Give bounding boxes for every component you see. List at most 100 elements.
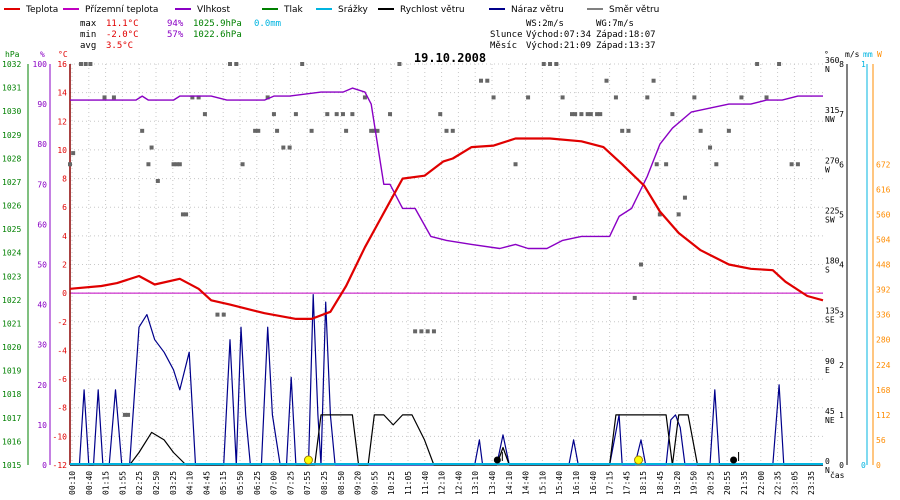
pressure-tick-label: 1018	[2, 390, 21, 399]
stat-avg-temp: 3.5°C	[106, 41, 133, 51]
stat-max-press: 1025.9hPa	[193, 19, 242, 29]
wind-direction-point	[554, 62, 559, 66]
wind-direction-point	[275, 128, 280, 133]
humidity-line	[70, 87, 823, 250]
x-tick-label: 04:45	[202, 471, 211, 495]
x-tick-label: 13:40	[488, 471, 497, 495]
wind-direction-point	[595, 112, 600, 117]
wind-direction-point	[140, 128, 145, 133]
temperature-tick-label: 0	[62, 289, 67, 298]
x-tick-label: 07:00	[270, 471, 279, 495]
x-tick-label: 03:25	[169, 471, 178, 495]
pressure-tick-label: 1030	[2, 107, 21, 116]
x-tick-label: 14:40	[522, 471, 531, 495]
wind-direction-point	[362, 95, 367, 100]
x-tick-label: 01:55	[118, 471, 127, 495]
astro-markers	[303, 452, 740, 465]
x-tick-label: 05:50	[236, 471, 245, 495]
sun-rise: Východ:07:34	[526, 30, 591, 40]
temperature-tick-label: 12	[57, 117, 67, 126]
temperature-tick-label: 2	[62, 261, 67, 270]
solar-tick-label: 504	[876, 235, 891, 244]
wind-direction-point	[122, 412, 127, 417]
wind-direction-point	[83, 62, 88, 66]
pressure-tick-label: 1027	[2, 178, 21, 187]
wind-direction-point	[102, 95, 107, 100]
pressure-tick-label: 1020	[2, 343, 21, 352]
wind-tick-label: 3	[839, 311, 844, 320]
x-tick-label: 07:25	[286, 471, 295, 495]
wind-direction-point	[350, 112, 355, 117]
pressure-tick-label: 1023	[2, 272, 21, 281]
x-tick-label: 06:25	[253, 471, 262, 495]
wind-direction-point	[604, 78, 609, 83]
humidity-tick-label: 40	[37, 301, 47, 310]
wind-direction-point	[485, 78, 490, 83]
wind-direction-point	[789, 162, 794, 167]
x-tick-label: 02:25	[135, 471, 144, 495]
solar-tick-label: 56	[876, 436, 886, 445]
wind-direction-point	[271, 112, 276, 117]
wind-direction-point	[632, 295, 637, 300]
wind-direction-point	[413, 329, 418, 334]
x-tick-label: 12:10	[438, 471, 447, 495]
pressure-tick-label: 1016	[2, 437, 21, 446]
wind-direction-point	[714, 162, 719, 167]
wind-direction-point	[692, 95, 697, 100]
direction-tick-name: NE	[825, 416, 835, 425]
wind-direction-point	[726, 128, 731, 133]
direction-tick-name: SW	[825, 215, 835, 224]
wind-direction-point	[240, 162, 245, 167]
legend-item: Srážky	[338, 5, 369, 15]
x-tick-label: 16:40	[589, 471, 598, 495]
x-tick-label: 20:25	[706, 471, 715, 495]
wind-tick-label: 0	[839, 461, 844, 470]
wind-direction-point	[450, 128, 455, 133]
wind-tick-label: 4	[839, 261, 844, 270]
direction-tick-name: S	[825, 266, 830, 275]
moon-rise: Východ:21:09	[526, 41, 591, 51]
solar-axis-unit: W	[877, 50, 882, 59]
pressure-tick-label: 1022	[2, 296, 21, 305]
humidity-tick-label: 90	[37, 100, 47, 109]
pressure-tick-label: 1024	[2, 249, 21, 258]
direction-tick-name: SE	[825, 316, 835, 325]
rain-axis-unit: mm	[863, 50, 873, 59]
x-tick-label: 11:05	[404, 471, 413, 495]
x-tick-label: 09:20	[354, 471, 363, 495]
wind-tick-label: 7	[839, 110, 844, 119]
wind-direction-point	[585, 112, 590, 117]
legend-item: Tlak	[283, 5, 304, 15]
direction-tick-name: NW	[825, 115, 835, 124]
x-tick-label: 18:15	[639, 471, 648, 495]
wind-tick-label: 1	[839, 411, 844, 420]
direction-tick-name: E	[825, 366, 830, 375]
wind-direction-point	[221, 312, 226, 317]
x-tick-label: 19:50	[690, 471, 699, 495]
direction-tick-degree: 90	[825, 357, 835, 366]
wind-direction-point	[202, 112, 207, 117]
x-tick-label: 08:50	[337, 471, 346, 495]
wind-direction-point	[190, 95, 195, 100]
direction-tick-name: W	[825, 165, 830, 174]
wind-direction-point	[293, 112, 298, 117]
wind-direction-point	[739, 95, 744, 100]
legend-item: Teplota	[25, 5, 58, 15]
wind-direction-point	[777, 62, 782, 66]
temperature-tick-label: 8	[62, 175, 67, 184]
wind-direction-point	[88, 62, 93, 66]
x-tick-label: 16:10	[572, 471, 581, 495]
pressure-tick-label: 1025	[2, 225, 21, 234]
wind-direction-point	[613, 95, 618, 100]
wind-direction-point	[654, 162, 659, 167]
stat-max-temp: 11.1°C	[106, 19, 139, 29]
data-series	[69, 87, 824, 466]
legend-item: Vlhkost	[197, 5, 230, 15]
humidity-tick-label: 100	[33, 60, 48, 69]
solar-tick-label: 280	[876, 336, 891, 345]
wind-direction-point	[196, 95, 201, 100]
wind-direction-point	[664, 162, 669, 167]
x-tick-label: 12:40	[454, 471, 463, 495]
wind-tick-label: 6	[839, 160, 844, 169]
stat-min-temp: -2.0°C	[106, 30, 139, 40]
